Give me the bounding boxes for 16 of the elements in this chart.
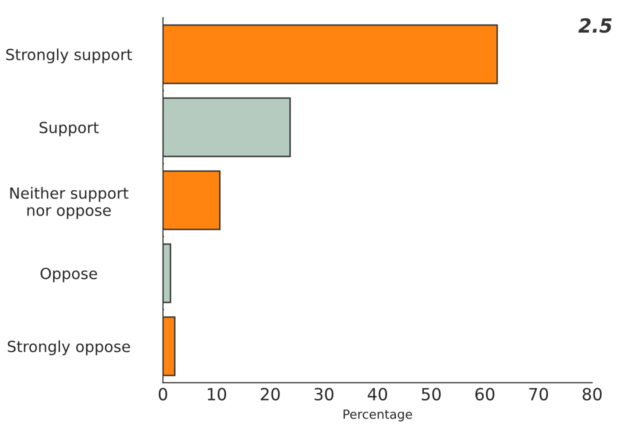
x-tick-label: 0 [158,388,168,400]
x-tick-label: 40 [368,388,388,400]
y-tick-label: Strongly oppose [8,340,130,356]
x-tick-label: 10 [208,388,226,400]
x-tick-label: 50 [422,388,441,400]
x-tick-label: 30 [314,388,334,400]
y-tick-label: Neither support nor oppose [10,187,128,219]
x-tick-label: 70 [529,388,548,400]
x-axis-title: Percentage [344,410,412,422]
y-tick-label: Oppose [40,268,98,282]
x-tick-label: 60 [475,388,494,400]
y-tick-label: Strongly support [6,48,132,64]
annotation: 2.5 [578,18,612,33]
y-tick-label: Support [40,122,99,136]
x-tick-label: 20 [260,388,280,400]
x-tick-label: 80 [582,388,602,400]
